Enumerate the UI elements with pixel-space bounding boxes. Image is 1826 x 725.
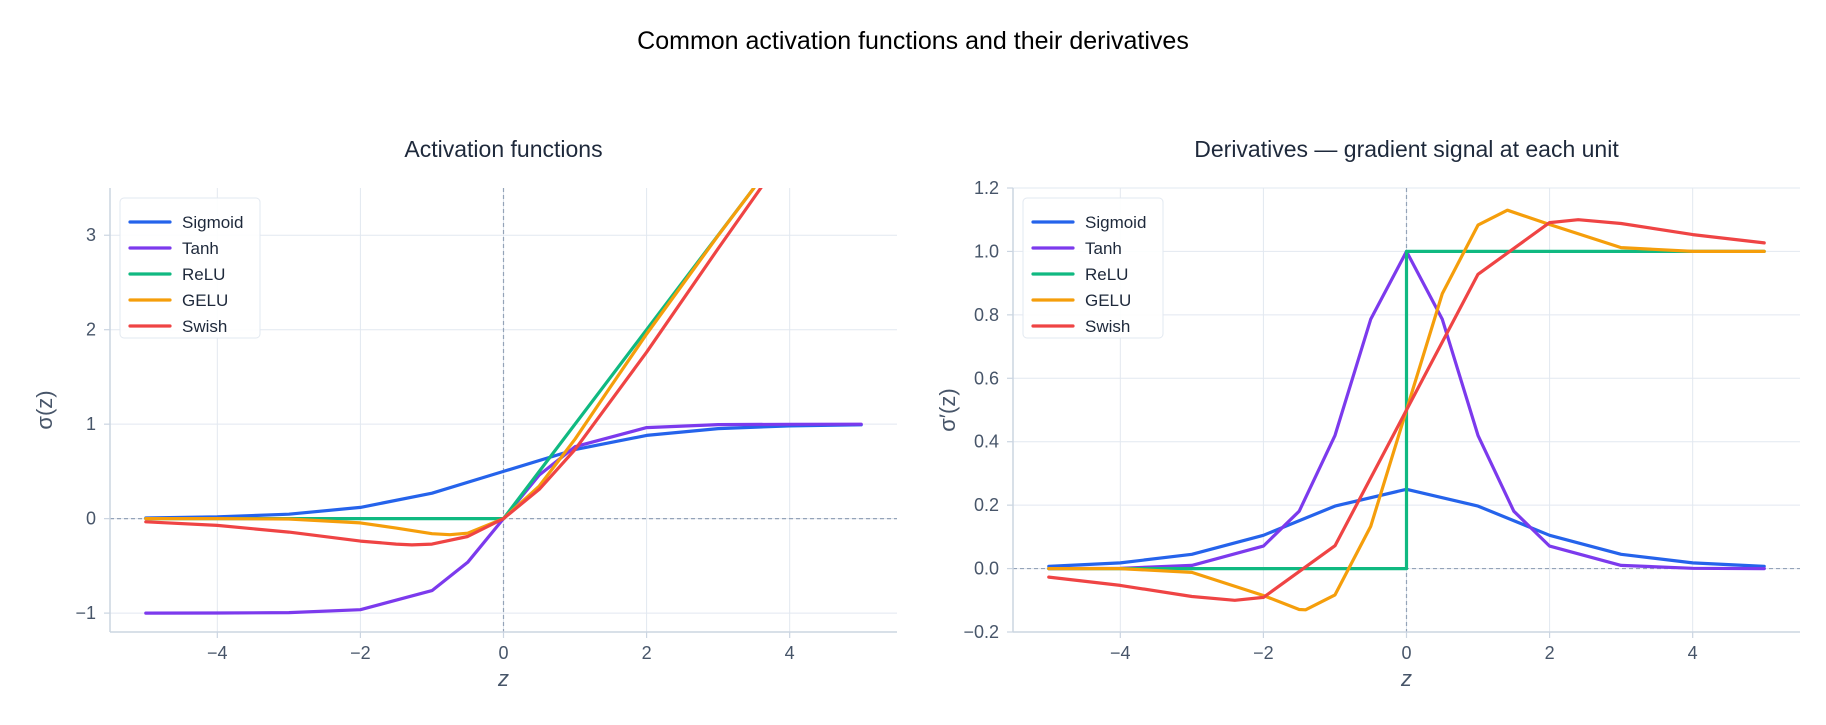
x-tick-label: 0 (498, 643, 508, 663)
activation-functions-panel: −4 −2 0 2 4 −1 0 1 2 3 Activation functions z σ(z) Si… (32, 136, 897, 691)
y-tick-label: 0.6 (974, 368, 999, 388)
series-line-swish (1047, 218, 1766, 602)
y-tick-label: 0.8 (974, 305, 999, 325)
y-tick-label: 0 (86, 509, 96, 529)
x-tick-label: 4 (1688, 643, 1698, 663)
figure-title: Common activation functions and their de… (637, 27, 1189, 55)
legend-label-gelu: GELU (182, 291, 228, 310)
legend: Sigmoid Tanh ReLU GELU Swish (1022, 197, 1164, 339)
series-line-gelu (144, 188, 756, 537)
x-tick-label: −2 (1253, 643, 1274, 663)
legend-label-tanh: Tanh (182, 239, 219, 258)
legend-label-relu: ReLU (1085, 265, 1128, 284)
legend-label-sigmoid: Sigmoid (1085, 213, 1146, 232)
legend-label-swish: Swish (182, 317, 227, 336)
series-line-gelu (1047, 208, 1766, 612)
x-tick-label: 2 (642, 643, 652, 663)
series-line-sigmoid (144, 423, 863, 520)
y-tick-label: 1.0 (974, 241, 999, 261)
legend-label-tanh: Tanh (1085, 239, 1122, 258)
series-group (1047, 208, 1766, 612)
y-tick-label: 3 (86, 225, 96, 245)
legend-label-swish: Swish (1085, 317, 1130, 336)
y-tick-label: 0.4 (974, 432, 999, 452)
x-tick-label: −2 (350, 643, 371, 663)
y-tick-label: 0.2 (974, 495, 999, 515)
panel-title: Derivatives — gradient signal at each un… (1194, 136, 1619, 162)
y-tick-label: 0.0 (974, 559, 999, 579)
x-axis-label: z (1400, 666, 1412, 691)
x-tick-label: 0 (1401, 643, 1411, 663)
x-tick-label: −4 (207, 643, 228, 663)
x-axis-label: z (497, 666, 509, 691)
series-line-swish (144, 188, 763, 547)
series-group (144, 188, 863, 615)
y-tick-label: −1 (75, 603, 96, 623)
y-tick-label: −0.2 (963, 622, 999, 642)
legend-label-gelu: GELU (1085, 291, 1131, 310)
y-axis-label: σ′(z) (935, 388, 960, 431)
x-tick-label: 2 (1545, 643, 1555, 663)
legend: Sigmoid Tanh ReLU GELU Swish (119, 197, 261, 339)
x-tick-label: 4 (785, 643, 795, 663)
y-tick-label: 2 (86, 320, 96, 340)
x-tick-label: −4 (1110, 643, 1131, 663)
y-tick-label: 1 (86, 414, 96, 434)
legend-box (1022, 197, 1164, 339)
y-tick-label: 1.2 (974, 178, 999, 198)
panel-title: Activation functions (404, 136, 602, 162)
legend-label-sigmoid: Sigmoid (182, 213, 243, 232)
y-axis-label: σ(z) (32, 390, 57, 429)
derivatives-panel: −4 −2 0 2 4 −0.2 0.0 0.2 0.4 0.6 0.8 1.0 1.2 Derivati… (935, 136, 1800, 691)
legend-label-relu: ReLU (182, 265, 225, 284)
legend-box (119, 197, 261, 339)
